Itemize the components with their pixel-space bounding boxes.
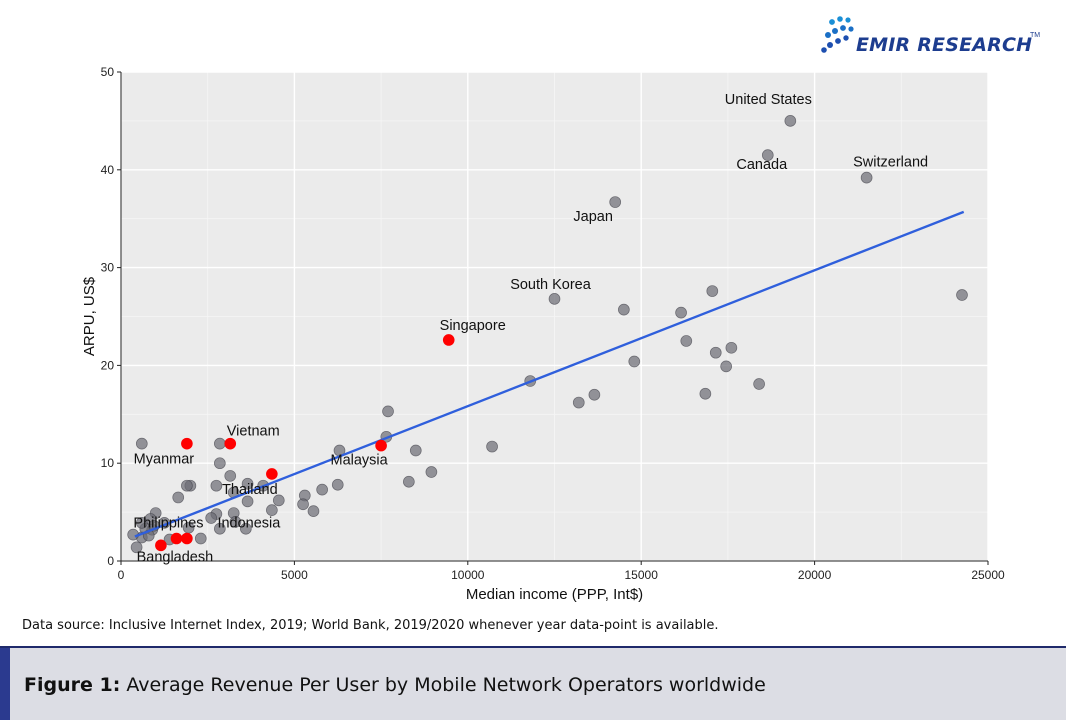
data-point [720,360,733,373]
highlight-point [155,539,167,552]
data-point [725,341,738,354]
data-point [784,115,797,127]
logo-dots-icon [821,16,854,53]
data-point [181,479,193,492]
figure-caption-box: Figure 1: Average Revenue Per User by Mo… [0,648,1066,720]
x-tick-label: 5000 [281,568,308,582]
highlight-point [181,437,193,450]
data-point [194,532,207,545]
logo-wordmark: EMIR RESEARCH [856,34,1033,56]
point-label: Switzerland [853,155,928,171]
caption-divider [0,646,1066,648]
data-point [680,335,693,347]
data-point [135,517,148,529]
x-tick-label: 10000 [451,568,485,582]
data-point [699,387,712,400]
point-label: Thailand [222,482,278,498]
point-label: Bangladesh [137,549,214,565]
highlight-point [224,437,237,450]
data-point [588,388,601,401]
logo-trademark: TM [1030,32,1041,39]
data-point [761,149,774,161]
data-point [172,491,185,504]
data-point [609,196,622,208]
point-label: Canada [736,157,788,173]
y-tick-label: 20 [101,358,115,372]
data-point [706,285,719,297]
highlight-point [442,334,455,346]
data-point [331,478,344,491]
data-point [402,475,415,488]
y-axis-title: ARPU, US$ [81,276,98,356]
x-axis-title: Median income (PPP, Int$) [466,586,643,603]
data-point [272,494,285,507]
highlight-point [375,439,387,452]
data-point [425,466,438,478]
data-point [409,444,422,457]
data-point [210,479,223,492]
data-point [628,355,641,368]
data-point [382,405,394,418]
point-label: United States [725,92,812,108]
data-point [307,505,320,517]
data-point [486,440,498,453]
data-point [266,504,278,516]
caption-accent-bar [0,648,10,720]
data-point [956,289,968,301]
x-tick-label: 15000 [625,568,659,582]
figure-caption: Figure 1: Average Revenue Per User by Mo… [24,674,766,696]
x-tick-label: 20000 [798,568,832,582]
data-point [753,378,765,390]
y-tick-label: 50 [101,65,115,79]
data-point [229,516,242,528]
y-tick-label: 0 [107,554,114,568]
figure-caption-label: Figure 1: [24,674,121,696]
data-point [205,512,218,524]
data-point [224,470,237,482]
figure-caption-text: Average Revenue Per User by Mobile Netwo… [120,674,766,696]
trend-line [134,210,965,538]
point-label: South Korea [510,277,592,293]
highlight-point [181,532,193,545]
point-label: Myanmar [134,452,195,468]
data-point [213,457,226,470]
point-label: Singapore [440,318,506,334]
y-tick-label: 10 [101,456,115,470]
data-point [241,477,254,490]
highlight-point [266,468,278,480]
brand-logo: EMIR RESEARCH TM [820,12,1050,60]
point-label: Vietnam [227,424,280,440]
point-label: Indonesia [217,516,281,532]
x-tick-label: 25000 [971,568,1005,582]
data-point [297,498,309,511]
data-point [130,541,143,554]
data-point [709,346,722,359]
data-point [618,303,630,316]
data-point [675,306,687,319]
data-point [213,437,226,450]
y-tick-label: 30 [101,261,115,275]
data-point [241,495,254,508]
point-label: Japan [573,209,613,225]
data-point [860,171,873,184]
data-point [213,522,226,535]
data-point [316,483,328,496]
data-point [239,522,252,535]
data-point [548,293,561,305]
data-source-note: Data source: Inclusive Internet Index, 2… [22,618,719,633]
x-tick-label: 0 [118,568,125,582]
data-point [135,437,148,450]
y-tick-label: 40 [101,163,115,177]
point-label: Malaysia [330,453,388,469]
point-label: Philippines [133,516,203,532]
highlight-point [170,532,183,545]
data-point [572,396,585,409]
scatter-chart: 0 5000 10000 15000 20000 25000 0 10 20 30 40 50 Medi… [81,65,1005,603]
